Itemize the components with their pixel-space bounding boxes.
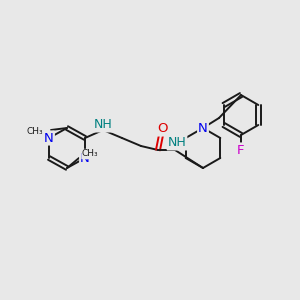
Text: N: N xyxy=(198,122,208,134)
Text: NH: NH xyxy=(94,118,112,131)
Text: O: O xyxy=(158,122,168,136)
Text: N: N xyxy=(80,152,90,164)
Text: NH: NH xyxy=(168,136,186,149)
Text: CH₃: CH₃ xyxy=(82,149,99,158)
Text: CH₃: CH₃ xyxy=(26,128,43,136)
Text: F: F xyxy=(237,143,245,157)
Text: N: N xyxy=(44,131,54,145)
